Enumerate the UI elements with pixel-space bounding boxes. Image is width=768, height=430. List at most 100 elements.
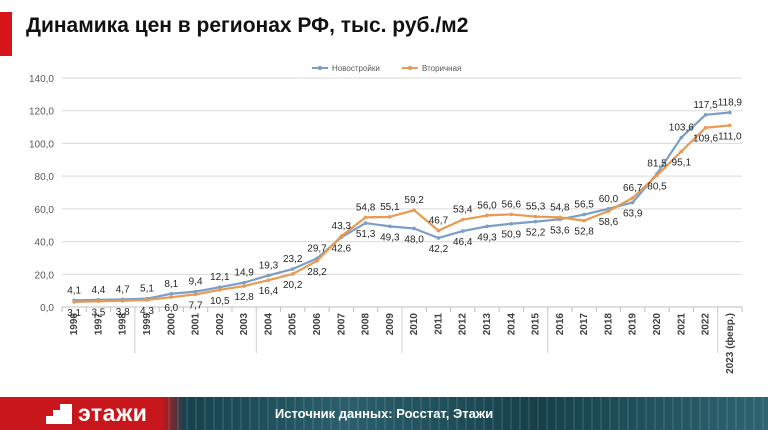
data-point — [460, 217, 465, 222]
y-tick-label: 60,0 — [35, 205, 55, 216]
data-point — [218, 285, 222, 290]
x-tick-label: 1996 — [69, 313, 80, 336]
x-tick-label: 2001 — [191, 313, 202, 336]
x-tick-label: 2018 — [603, 313, 614, 336]
data-point — [290, 267, 295, 271]
data-point — [120, 298, 125, 303]
x-tick-label: 2002 — [215, 313, 226, 336]
series-line-new-buildings — [74, 111, 730, 302]
y-tick-label: 140,0 — [29, 74, 54, 85]
x-tick-label: 2014 — [506, 313, 517, 336]
price-dynamics-chart: 0,0 20,0 40,0 60,0 80,0 100,0 120,0 140,0 1996 19… — [29, 64, 743, 374]
data-label: 117,5 — [693, 100, 718, 111]
data-point — [630, 200, 635, 205]
data-point — [72, 300, 76, 304]
data-label: 81,5 — [647, 159, 667, 170]
data-point — [388, 215, 392, 219]
data-label: 5,1 — [140, 284, 154, 295]
data-label: 20,2 — [283, 280, 303, 291]
data-point — [728, 110, 732, 115]
x-tick-label: 2010 — [409, 313, 420, 336]
data-label: 19,3 — [259, 260, 279, 271]
y-tick-label: 40,0 — [35, 238, 55, 249]
data-label: 9,4 — [189, 277, 203, 288]
data-label: 14,9 — [234, 268, 254, 279]
data-label: 55,1 — [380, 202, 400, 213]
data-point — [703, 125, 708, 130]
footer-banner: этажи Источник данных: Росстат, Этажи — [0, 397, 768, 430]
x-tick-label: 2016 — [555, 313, 566, 336]
data-label: 56,0 — [477, 200, 497, 211]
x-tick-label: 2000 — [166, 313, 177, 336]
x-tick-label: 2006 — [312, 313, 323, 336]
data-label: 6,0 — [164, 303, 178, 314]
data-label: 58,6 — [599, 217, 619, 228]
logo-text: этажи — [78, 400, 148, 426]
data-label: 3,1 — [67, 308, 81, 319]
x-tick-label: 2020 — [652, 313, 663, 336]
title-accent-bar — [0, 12, 12, 56]
data-label: 48,0 — [404, 234, 424, 245]
data-point — [728, 123, 732, 128]
data-label: 46,7 — [429, 216, 449, 227]
data-label: 50,9 — [502, 230, 522, 241]
data-label: 111,0 — [718, 131, 742, 142]
data-point — [485, 213, 489, 218]
x-tick-label: 2012 — [458, 313, 469, 336]
data-label: 42,6 — [332, 243, 352, 254]
data-point — [509, 212, 514, 217]
data-label: 51,3 — [356, 229, 376, 240]
data-label: 49,3 — [380, 232, 400, 243]
legend-label: Новостройки — [332, 64, 380, 73]
data-label: 46,4 — [453, 237, 473, 248]
data-label: 42,2 — [429, 244, 449, 255]
page-title: Динамика цен в регионах РФ, тыс. руб./м2 — [26, 14, 469, 37]
data-point — [290, 272, 295, 276]
x-tick-label: 2005 — [288, 313, 299, 336]
data-label: 3,5 — [91, 307, 105, 318]
y-tick-label: 20,0 — [35, 270, 55, 281]
data-point — [266, 278, 271, 282]
x-tick-label: 2011 — [433, 313, 444, 335]
data-point — [96, 299, 101, 304]
data-source-note: Источник данных: Росстат, Этажи — [274, 406, 494, 421]
data-point — [388, 224, 392, 229]
data-point — [242, 284, 246, 288]
data-label: 4,1 — [67, 285, 81, 296]
x-tick-label: 2008 — [361, 313, 372, 336]
data-point — [169, 295, 174, 299]
data-label: 16,4 — [259, 286, 279, 297]
data-label: 52,8 — [574, 227, 594, 238]
x-tick-label: 2007 — [336, 313, 347, 336]
data-label: 23,2 — [283, 254, 303, 265]
data-point — [655, 173, 659, 178]
data-label: 118,9 — [718, 98, 743, 109]
data-point — [436, 228, 441, 233]
data-label: 4,3 — [140, 306, 154, 317]
x-tick-label: 2022 — [701, 313, 712, 336]
data-point — [703, 113, 708, 117]
data-label: 8,1 — [164, 279, 178, 290]
data-point — [363, 215, 368, 220]
data-point — [193, 289, 198, 294]
data-point — [412, 208, 416, 212]
data-point — [218, 288, 222, 292]
data-label: 66,7 — [623, 183, 643, 194]
data-point — [436, 236, 441, 240]
data-point — [193, 292, 198, 297]
x-tick-label: 1997 — [93, 313, 104, 336]
data-label: 4,4 — [91, 285, 105, 296]
y-tick-label: 80,0 — [35, 172, 55, 183]
data-label: 103,6 — [669, 123, 694, 134]
legend-label: Вторичная — [422, 64, 461, 73]
data-label: 49,3 — [477, 232, 497, 243]
y-tick-label: 120,0 — [29, 107, 54, 118]
data-label: 4,7 — [116, 284, 130, 295]
data-label: 12,8 — [234, 292, 254, 303]
x-tick-label: 2015 — [531, 313, 542, 336]
data-point — [145, 298, 149, 302]
data-label: 7,7 — [189, 300, 203, 311]
data-label: 3,8 — [116, 307, 130, 318]
data-label: 54,8 — [356, 202, 376, 213]
data-point — [266, 273, 271, 278]
